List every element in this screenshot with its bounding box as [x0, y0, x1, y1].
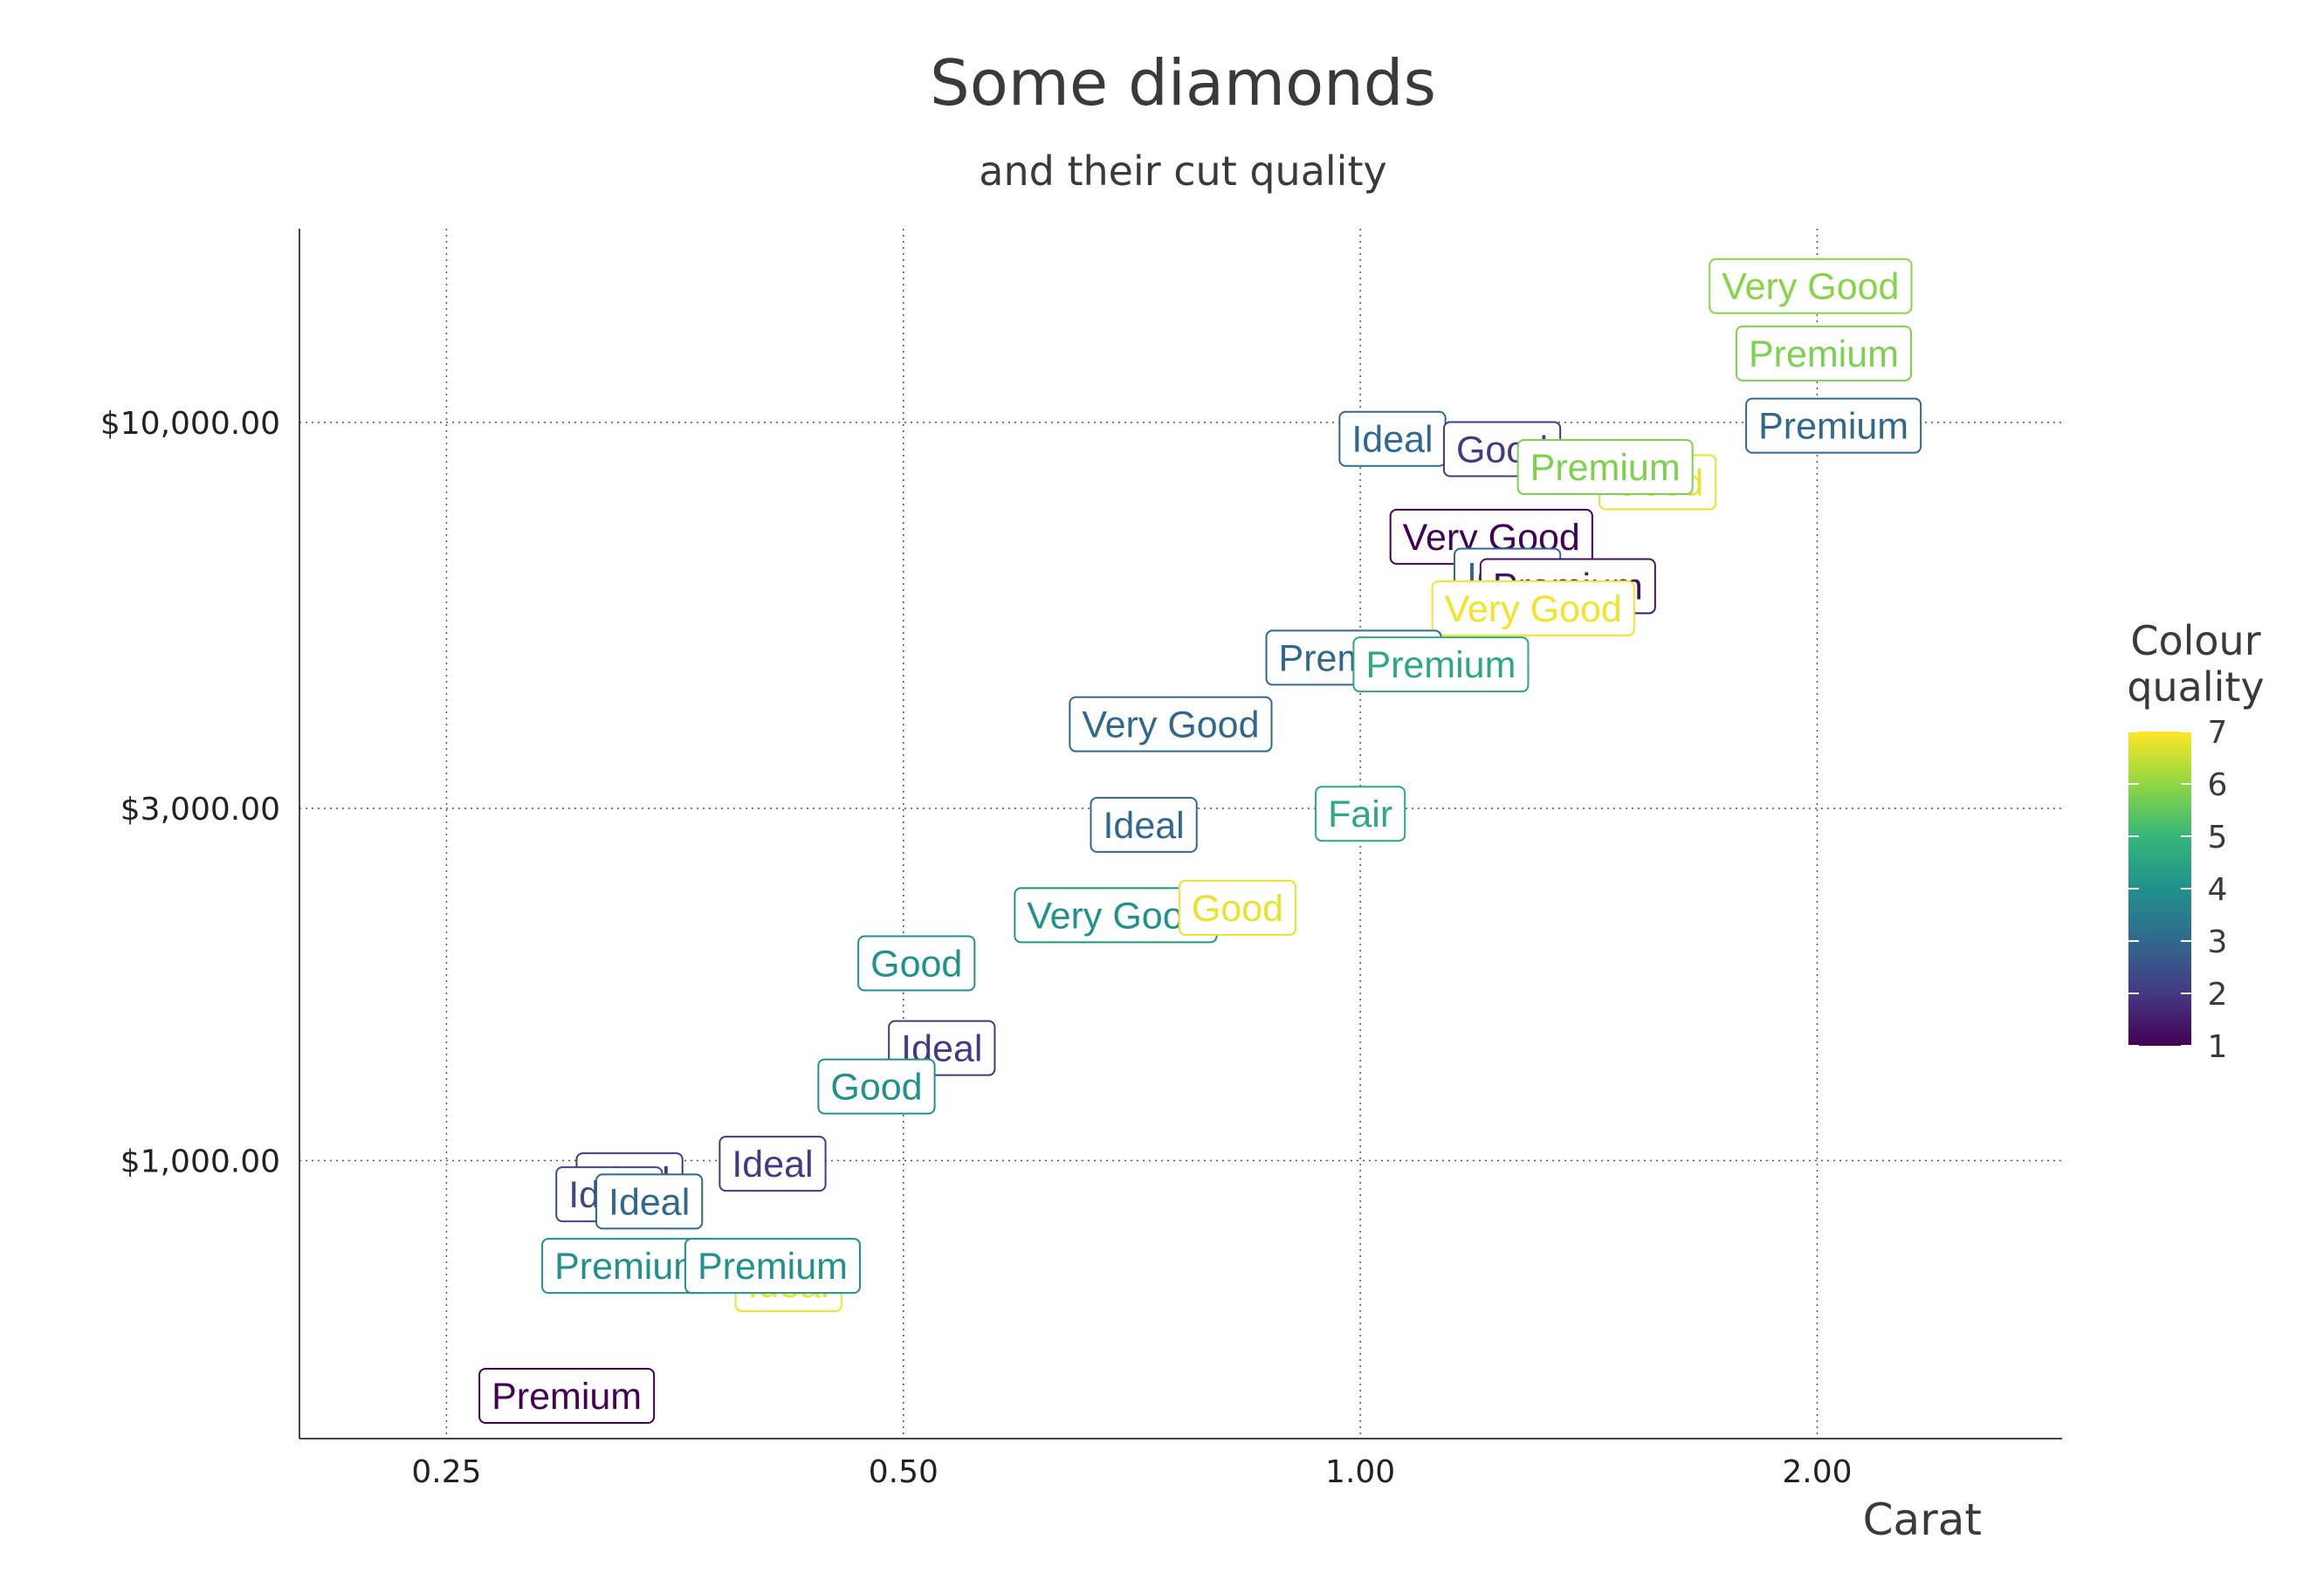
- data-label: Ideal: [719, 1136, 827, 1192]
- data-label: Good: [857, 935, 976, 992]
- data-label: Very Good: [1014, 887, 1218, 944]
- data-label: Fair: [1315, 786, 1406, 842]
- data-label: Ideal: [1090, 796, 1198, 853]
- chart-subtitle: and their cut quality: [979, 148, 1386, 195]
- data-label: Very Good: [1431, 580, 1635, 636]
- x-tick-label: 0.50: [869, 1454, 939, 1490]
- data-label-text: Fair: [1328, 794, 1392, 835]
- x-tick-label: 0.25: [411, 1454, 481, 1490]
- legend-tick-label: 5: [2208, 820, 2228, 855]
- data-label-text: Ideal: [1351, 419, 1433, 461]
- data-label: Premium: [1735, 325, 1912, 381]
- legend-tick-label: 4: [2208, 872, 2228, 908]
- data-label-box: [1745, 397, 1922, 454]
- data-label-text: Premium: [1365, 644, 1516, 686]
- legend-tick-label: 2: [2208, 977, 2228, 1013]
- legend-ticks: 1 2 3 4 5 6 7: [2128, 715, 2227, 1065]
- data-labels: Very GoodPremiumPremiumIdealGoodGoodPrem…: [478, 258, 1922, 1424]
- legend-tick-label: 6: [2208, 767, 2228, 803]
- legend-title-line-1: Colour: [2130, 617, 2260, 664]
- data-label-box: [1069, 696, 1273, 752]
- data-label: Premium: [1745, 397, 1922, 454]
- data-label: Premium: [1352, 636, 1530, 693]
- data-label-box: [1178, 879, 1297, 936]
- y-tick-label: $1,000.00: [120, 1144, 280, 1179]
- data-label-text: Good: [1192, 888, 1283, 930]
- x-tick-label: 1.00: [1325, 1454, 1395, 1490]
- data-label-text: Ideal: [1103, 805, 1184, 847]
- data-label-box: [478, 1367, 656, 1424]
- y-tick-label: $10,000.00: [100, 406, 280, 442]
- y-tick-labels: $1,000.00 $3,000.00 $10,000.00: [100, 406, 280, 1180]
- data-label-text: Premium: [554, 1246, 705, 1288]
- data-label-text: Very Good: [1445, 588, 1622, 630]
- x-tick-label: 2.00: [1782, 1454, 1852, 1490]
- data-label-text: Ideal: [732, 1144, 813, 1185]
- axes: [299, 229, 2062, 1439]
- data-label-box: [1516, 439, 1694, 496]
- data-label-box: [817, 1058, 936, 1115]
- data-label-text: Premium: [1530, 447, 1681, 489]
- legend-tick-label: 3: [2208, 924, 2228, 960]
- data-label-text: Very Good: [1027, 895, 1204, 937]
- data-label-box: [684, 1238, 861, 1295]
- x-axis-title: Carat: [1863, 1494, 1982, 1545]
- legend-tick-label: 1: [2208, 1029, 2228, 1065]
- data-label-text: Premium: [698, 1246, 848, 1288]
- data-label-text: Premium: [492, 1376, 642, 1418]
- data-label-box: [1315, 786, 1406, 842]
- data-label-text: Premium: [1758, 406, 1908, 448]
- data-label-text: Premium: [1749, 333, 1899, 375]
- data-label-box: [857, 935, 976, 992]
- legend: Colour quality 1 2 3 4 5 6 7: [2127, 617, 2264, 1065]
- data-label: Premium: [541, 1238, 719, 1295]
- data-label: Ideal: [1338, 410, 1447, 467]
- legend-title-line-2: quality: [2127, 663, 2264, 711]
- legend-tick-label: 7: [2208, 715, 2228, 751]
- data-label: Ideal: [595, 1173, 704, 1230]
- data-label: Premium: [684, 1238, 861, 1295]
- data-label-text: Good: [830, 1067, 922, 1109]
- data-label: Good: [1178, 879, 1297, 936]
- data-label-text: Very Good: [1722, 266, 1899, 308]
- data-label-text: Ideal: [609, 1181, 690, 1223]
- data-label-box: [1735, 325, 1912, 381]
- y-tick-label: $3,000.00: [120, 792, 280, 828]
- data-label: Premium: [1516, 439, 1694, 496]
- data-label-box: [719, 1136, 827, 1192]
- data-label-text: Very Good: [1082, 704, 1259, 746]
- x-tick-labels: 0.25 0.50 1.00 2.00: [411, 1454, 1852, 1490]
- data-label: Very Good: [1069, 696, 1273, 752]
- chart-title: Some diamonds: [930, 46, 1436, 120]
- data-label-box: [1090, 796, 1198, 853]
- data-label-box: [595, 1173, 704, 1230]
- data-label-text: Good: [870, 944, 962, 986]
- data-label-box: [1352, 636, 1530, 693]
- data-label-box: [1431, 580, 1635, 636]
- data-label: Good: [817, 1058, 936, 1115]
- data-label-box: [1709, 258, 1913, 314]
- data-label: Premium: [478, 1367, 656, 1424]
- data-label: Very Good: [1709, 258, 1913, 314]
